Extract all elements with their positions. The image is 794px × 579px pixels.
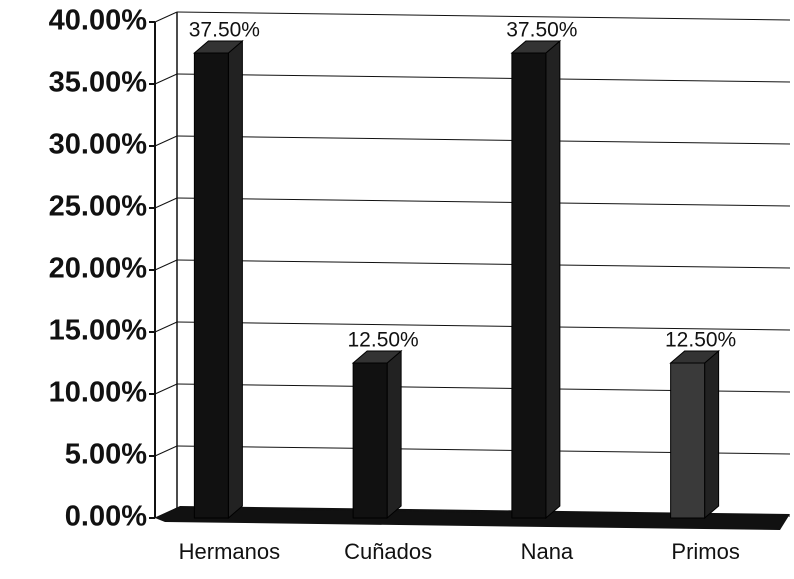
y-tick-label: 20.00% — [49, 253, 148, 285]
grid-line — [154, 197, 178, 209]
grid-line — [176, 135, 791, 145]
grid-line — [154, 445, 178, 457]
value-label: 12.50% — [348, 329, 419, 352]
y-tick-label: 15.00% — [49, 315, 148, 347]
grid-line — [176, 11, 791, 21]
bar-side — [704, 349, 720, 520]
y-tick-label: 10.00% — [49, 377, 148, 409]
grid-line — [176, 73, 791, 83]
bar-side — [545, 39, 561, 520]
grid-line — [176, 321, 791, 331]
grid-line — [154, 507, 178, 519]
grid-line — [154, 11, 178, 23]
grid-line — [154, 73, 178, 85]
grid-line — [154, 321, 178, 333]
bar-side — [386, 349, 402, 520]
grid-line — [176, 259, 791, 269]
x-tick-label: Hermanos — [179, 539, 280, 564]
bar-side — [227, 39, 243, 520]
y-tick-label: 5.00% — [65, 439, 147, 471]
y-tick-label: 0.00% — [65, 501, 147, 533]
grid-line — [154, 259, 178, 271]
bar — [193, 52, 229, 519]
value-label: 37.50% — [506, 19, 577, 42]
value-label: 37.50% — [189, 19, 260, 42]
grid-line — [154, 135, 178, 147]
x-tick-label: Cuñados — [344, 539, 432, 564]
floor — [155, 506, 790, 530]
x-tick-label: Nana — [521, 539, 574, 564]
y-tick-label: 40.00% — [49, 5, 148, 37]
x-tick-label: Primos — [671, 539, 739, 564]
grid-line — [154, 383, 178, 395]
bar — [670, 362, 706, 519]
grid-line — [176, 197, 791, 207]
y-tick-label: 30.00% — [49, 129, 148, 161]
bar — [511, 52, 547, 519]
value-label: 12.50% — [665, 329, 736, 352]
y-tick-label: 25.00% — [49, 191, 148, 223]
y-tick-label: 35.00% — [49, 67, 148, 99]
bar — [352, 362, 388, 519]
